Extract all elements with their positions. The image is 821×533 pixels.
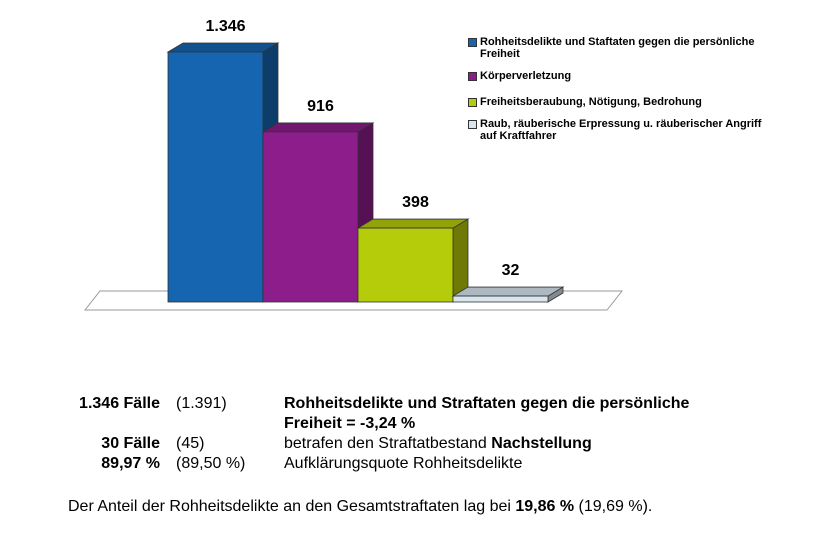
stat-previous: (1.391) (176, 395, 227, 412)
stat-count: 89,97 % (101, 455, 160, 472)
stat-description: Rohheitsdelikte und Straftaten gegen die… (284, 395, 690, 412)
stat-count: 1.346 Fälle (79, 395, 160, 412)
bar-top (261, 122, 375, 133)
bar (167, 51, 264, 303)
bar-top (166, 42, 280, 53)
bar (357, 227, 454, 303)
legend-label: Körperverletzung (480, 70, 572, 82)
legend-label: Raub, räuberische Erpressung u. räuberis… (480, 118, 762, 142)
chart-data-labels: 1.346 916 398 32 (205, 18, 519, 279)
stat-description-text: betrafen den Straftatbestand (284, 435, 492, 452)
bar-top (451, 286, 565, 297)
bar-data-label: 1.346 (205, 18, 245, 35)
bar-top (356, 218, 470, 229)
legend-swatch (468, 72, 477, 81)
legend-item: Freiheitsberaubung, Nötigung, Bedrohung (468, 96, 768, 108)
summary-prefix: Der Anteil der Rohheitsdelikte an den Ge… (68, 498, 516, 515)
stat-description: Freiheit = -3,24 % (284, 415, 416, 432)
stat-description: Aufklärungsquote Rohheitsdelikte (284, 455, 523, 472)
stat-description-emphasis: Nachstellung (491, 435, 592, 452)
chart-bars (166, 42, 565, 303)
legend-label: Freiheitsberaubung, Nötigung, Bedrohung (480, 96, 702, 108)
stat-count: 30 Fälle (101, 435, 160, 452)
bar-chart: 1.346 916 398 32 (83, 18, 624, 311)
summary-sentence: Der Anteil der Rohheitsdelikte an den Ge… (68, 498, 652, 516)
summary-suffix: (19,69 %). (574, 498, 653, 515)
legend-label: Rohheitsdelikte und Staftaten gegen die … (480, 36, 755, 60)
legend-swatch (468, 38, 477, 47)
stat-description: betrafen den Straftatbestand Nachstellun… (284, 434, 592, 454)
stat-previous: (89,50 %) (176, 455, 246, 472)
stat-previous: (45) (176, 435, 205, 452)
legend-item: Raub, räuberische Erpressung u. räuberis… (468, 118, 768, 142)
summary-value: 19,86 % (515, 498, 575, 515)
bar-data-label: 32 (502, 262, 520, 279)
bar (262, 131, 359, 303)
bar-data-label: 398 (402, 194, 429, 211)
legend-item: Körperverletzung (468, 70, 768, 82)
bar-data-label: 916 (307, 98, 334, 115)
legend-swatch (468, 120, 477, 129)
legend-swatch (468, 98, 477, 107)
legend-item: Rohheitsdelikte und Staftaten gegen die … (468, 36, 768, 60)
bar (452, 295, 549, 303)
chart-legend: Rohheitsdelikte und Staftaten gegen die … (468, 36, 768, 152)
